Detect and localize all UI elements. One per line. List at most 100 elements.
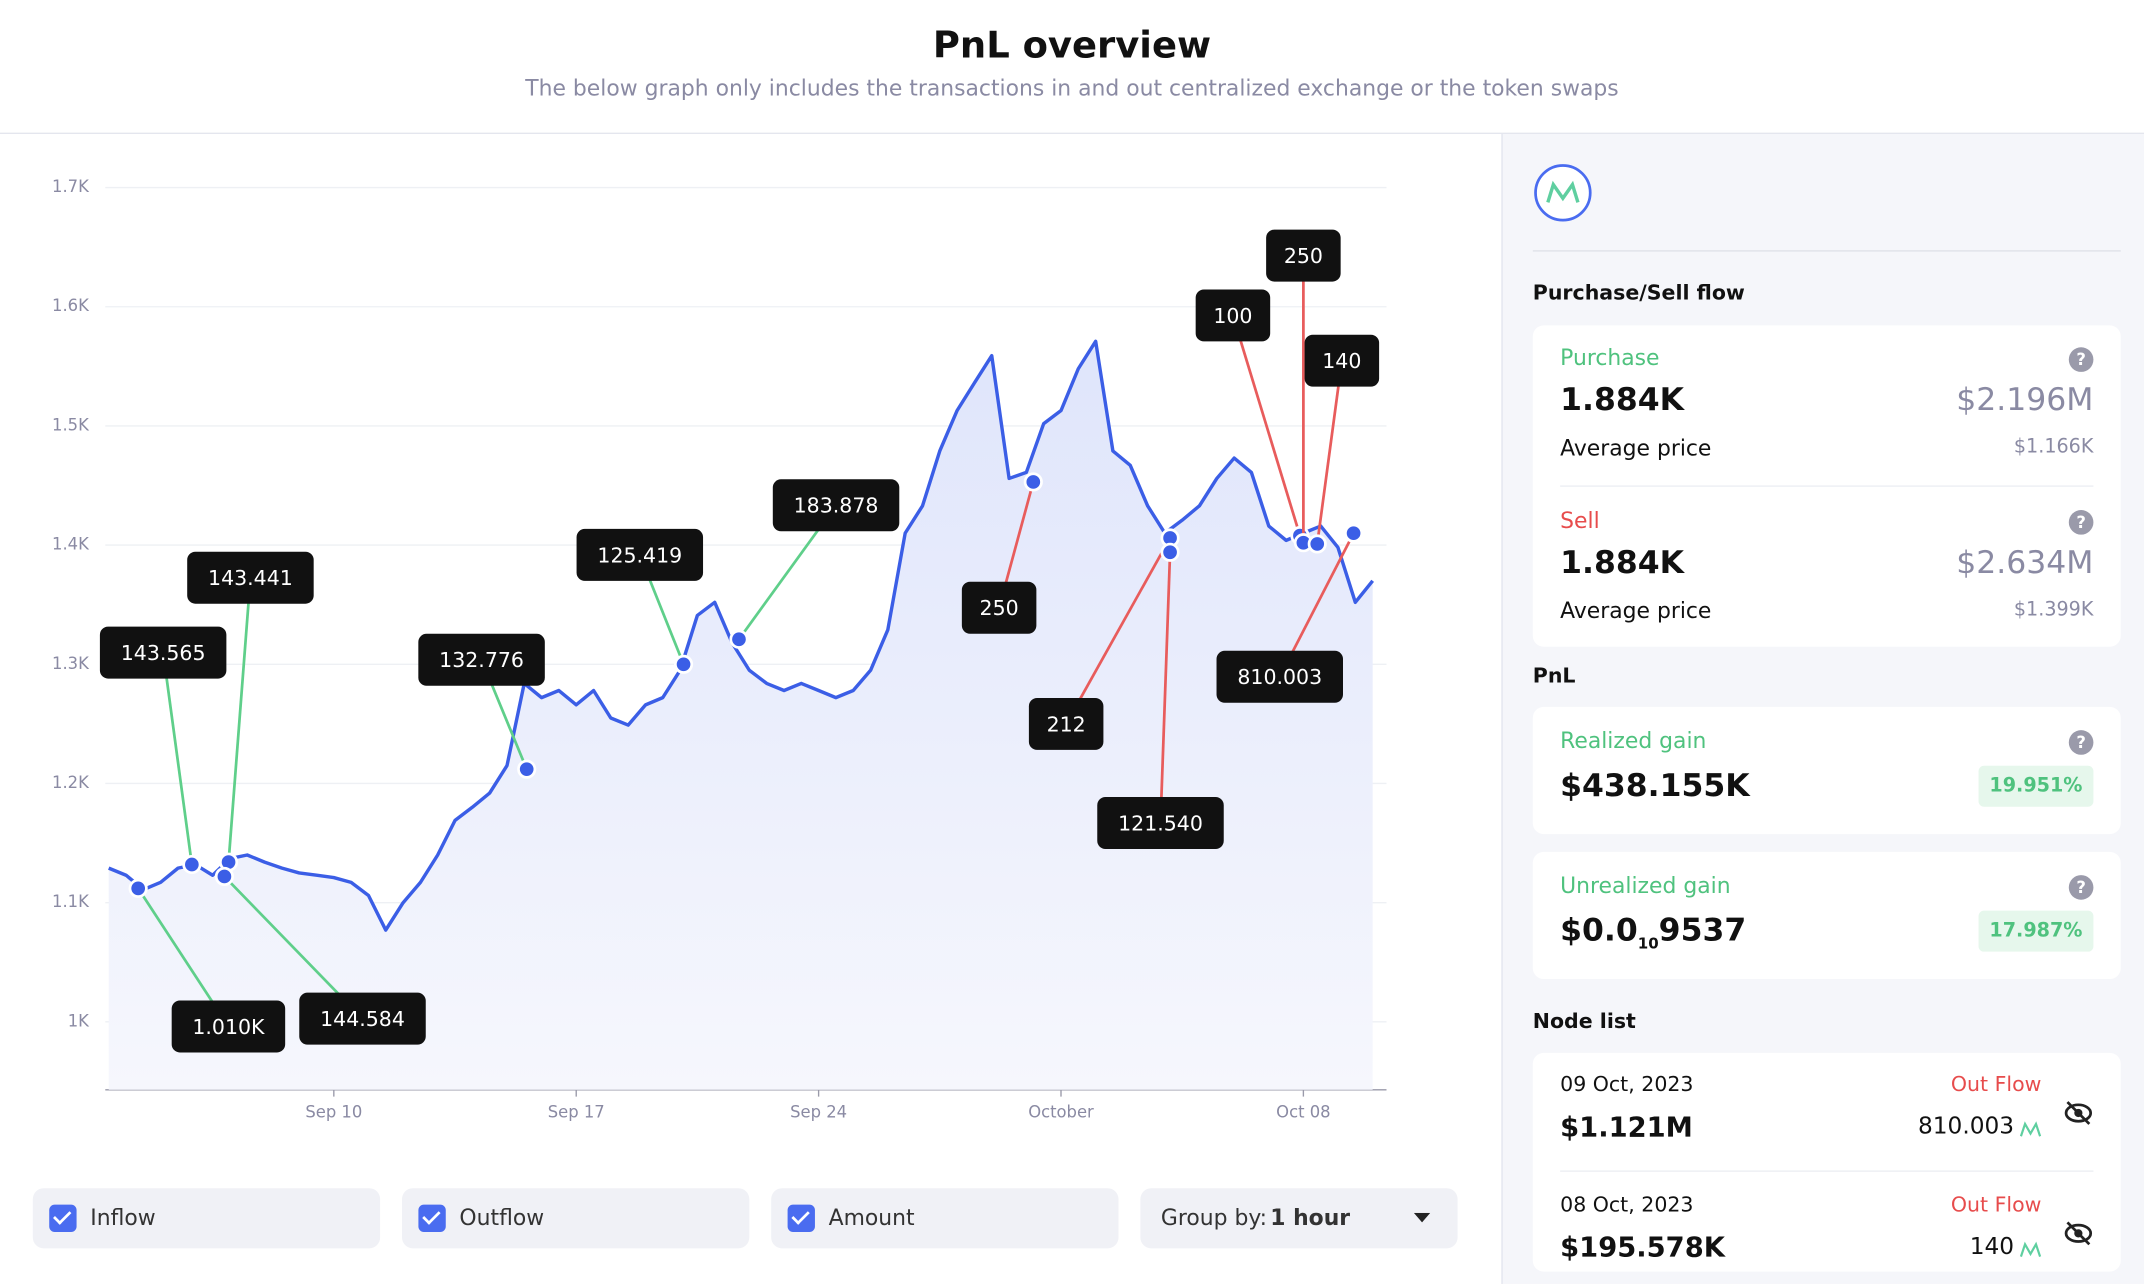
annotation-point	[1023, 472, 1043, 492]
group-value: 1 hour	[1270, 1204, 1351, 1231]
hide-toggle[interactable]	[2063, 1220, 2093, 1247]
group-label: Group by:	[1160, 1204, 1268, 1231]
eye-off-icon[interactable]	[2063, 1099, 2093, 1126]
annotation-label: 144.584	[320, 1007, 405, 1031]
annotation-label: 140	[1322, 349, 1361, 373]
subtitle: The below graph only includes the transa…	[525, 75, 1619, 102]
y-tick-label: 1.7K	[52, 177, 90, 196]
value-part: $0.0	[1560, 913, 1638, 949]
sidebar: Purchase/Sell flow Purchase ? 1.884K $2.…	[1501, 134, 2144, 1284]
y-tick-label: 1.4K	[52, 535, 90, 554]
annotation-box	[1216, 650, 1344, 703]
realized-card: Realized gain ? $438.155K 19.951%	[1532, 706, 2121, 835]
node-amount: 810.003	[1917, 1113, 2015, 1141]
x-tick-label: Oct 08	[1276, 1103, 1330, 1122]
annotation-point	[128, 878, 148, 898]
annotation-box	[772, 479, 900, 532]
annotation-box	[961, 581, 1037, 634]
annotation: 121.540	[1097, 542, 1224, 849]
node-flow: Out Flow	[1950, 1192, 2042, 1217]
sell-amount: 1.884K	[1560, 545, 1684, 582]
avg-label: Average price	[1560, 434, 1712, 461]
annotation-point	[1160, 542, 1180, 562]
annotation-box	[1304, 334, 1380, 387]
divider	[1560, 485, 2094, 487]
annotation-point	[214, 866, 234, 887]
annotation-box	[1195, 289, 1271, 342]
y-tick-label: 1.5K	[52, 415, 90, 434]
chart: 1K 1.1K 1.2K 1.3K 1.4K 1.5K 1.6K 1.7K Sep 10 Sep …	[52, 177, 1387, 1122]
annotation-box	[1097, 797, 1224, 849]
annotation: 132.776	[418, 633, 545, 779]
annotation-box	[1266, 229, 1341, 282]
label: Outflow	[459, 1204, 545, 1231]
annotation-point	[729, 629, 749, 649]
annotation-label: 250	[980, 596, 1019, 620]
unrealized-value: $0.0109537	[1560, 913, 1746, 952]
help-icon[interactable]: ?	[2068, 347, 2094, 372]
x-tick-label: Sep 24	[790, 1103, 847, 1122]
help-icon[interactable]: ?	[2068, 510, 2094, 535]
annotation: 1.010K	[128, 878, 286, 1053]
node-date: 09 Oct, 2023	[1560, 1072, 1694, 1097]
annotation-point	[182, 854, 202, 875]
realized-value: $438.155K	[1560, 768, 1750, 805]
annotation-box	[299, 992, 426, 1045]
annotation-box	[187, 551, 314, 604]
y-tick-label: 1K	[68, 1011, 90, 1030]
annotation-label: 183.878	[794, 494, 879, 518]
hide-toggle[interactable]	[2063, 1099, 2093, 1126]
annotation: 810.003	[1216, 523, 1364, 703]
section-title: Purchase/Sell flow	[1532, 280, 1745, 305]
annotation-label: 143.565	[121, 641, 206, 665]
price-line	[108, 339, 1375, 932]
value-part: 9537	[1658, 913, 1747, 949]
unrealized-pct: 17.987%	[1978, 910, 2094, 952]
annotation-label: 250	[1284, 244, 1323, 268]
flow-card: Purchase ? 1.884K $2.196M Average price …	[1532, 325, 2121, 647]
annotation: 143.565	[99, 626, 227, 875]
annotation-label: 100	[1213, 304, 1252, 328]
annotation: 140	[1304, 334, 1380, 554]
purchase-amount: 1.884K	[1560, 382, 1684, 419]
x-tick-label: Sep 10	[305, 1103, 362, 1122]
annotation-label: 1.010K	[192, 1015, 265, 1039]
help-icon[interactable]: ?	[2068, 875, 2094, 900]
checkbox[interactable]	[49, 1204, 77, 1232]
node-usd: $1.121M	[1560, 1110, 1693, 1144]
checkbox[interactable]	[787, 1204, 815, 1232]
annotation-box	[171, 1000, 286, 1053]
x-tick-label: October	[1028, 1103, 1094, 1122]
annotation-leader	[227, 577, 252, 863]
help-icon[interactable]: ?	[2068, 730, 2094, 755]
outflow-toggle[interactable]: Outflow	[402, 1188, 750, 1249]
annotation-leader	[1231, 315, 1302, 536]
annotation-point	[1344, 523, 1364, 543]
node-date: 08 Oct, 2023	[1560, 1192, 1694, 1217]
amount-toggle[interactable]: Amount	[771, 1188, 1119, 1249]
annotation-box	[418, 633, 545, 686]
area-fill	[108, 341, 1373, 1090]
divider	[1532, 250, 2121, 252]
eye-off-icon[interactable]	[2063, 1220, 2093, 1247]
token-glyph	[2019, 1241, 2042, 1257]
checkbox[interactable]	[418, 1204, 446, 1232]
annotation: 212	[1028, 528, 1180, 750]
node-flow: Out Flow	[1950, 1072, 2042, 1097]
annotation-leader	[1064, 537, 1172, 725]
x-tick-label: Sep 17	[548, 1103, 605, 1122]
annotation-label: 143.441	[208, 566, 293, 590]
annotation: 250	[961, 472, 1043, 634]
annotation-point	[517, 759, 537, 779]
y-tick-label: 1.2K	[52, 773, 90, 792]
inflow-toggle[interactable]: Inflow	[32, 1188, 381, 1249]
annotation: 125.419	[576, 528, 704, 674]
avg-label: Average price	[1560, 597, 1712, 624]
node-usd: $195.578K	[1560, 1230, 1725, 1264]
purchase-avg: $1.166K	[2013, 436, 2094, 459]
group-select[interactable]: Group by: 1 hour	[1140, 1188, 1458, 1249]
sell-label: Sell	[1560, 507, 1600, 534]
annotation-box	[99, 626, 227, 679]
unrealized-card: Unrealized gain ? $0.0109537 17.987%	[1532, 851, 2121, 980]
